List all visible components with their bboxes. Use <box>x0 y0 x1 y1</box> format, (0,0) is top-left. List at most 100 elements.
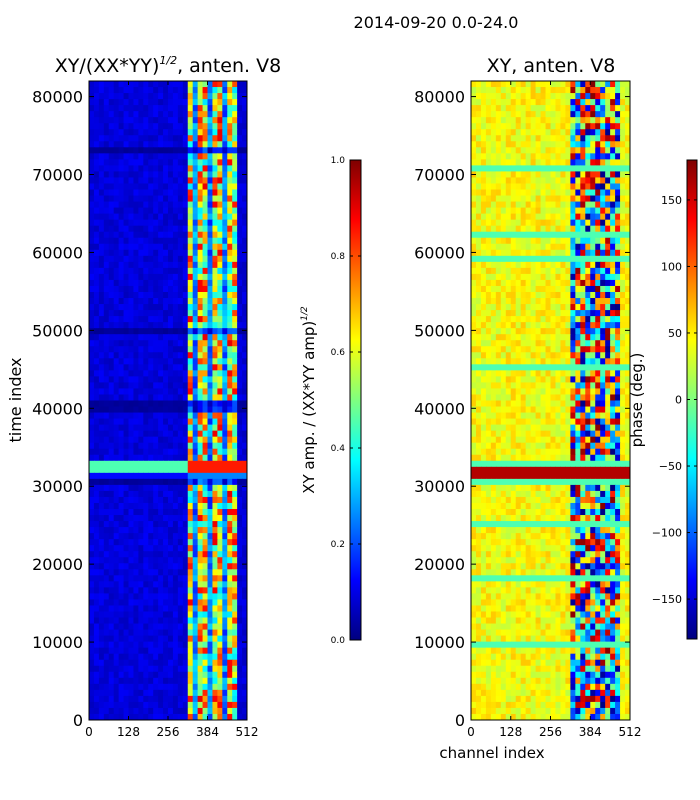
heatmap-cell <box>158 93 164 100</box>
heatmap-cell <box>207 521 214 528</box>
heatmap-cell <box>615 249 621 257</box>
heatmap-cell <box>108 653 115 661</box>
heatmap-cell <box>133 641 139 649</box>
heatmap-cell <box>123 358 130 365</box>
heatmap-cell <box>620 273 626 281</box>
heatmap-cell <box>495 322 502 329</box>
heatmap-cell <box>550 81 557 88</box>
heatmap-cell <box>242 436 247 444</box>
heatmap-cell <box>480 267 487 275</box>
heatmap-cell <box>550 291 557 299</box>
heatmap-cell <box>222 478 228 486</box>
heatmap-cell <box>535 279 542 287</box>
heatmap-cell <box>242 581 247 588</box>
heatmap-cell <box>93 255 100 263</box>
heatmap-cell <box>505 165 512 173</box>
heatmap-cell <box>153 201 159 209</box>
heatmap-cell <box>123 328 130 335</box>
heatmap-cell <box>187 502 194 510</box>
heatmap-cell <box>138 466 144 474</box>
heatmap-cell <box>113 159 120 166</box>
heatmap-cell <box>103 575 110 582</box>
heatmap-cell <box>535 304 542 311</box>
heatmap-cell <box>565 177 571 185</box>
heatmap-cell <box>163 195 169 203</box>
heatmap-cell <box>550 304 557 311</box>
heatmap-cell <box>98 400 105 408</box>
heatmap-cell <box>505 117 512 124</box>
heatmap-cell <box>148 695 154 703</box>
heatmap-cell <box>103 93 110 100</box>
heatmap-cell <box>227 129 233 136</box>
heatmap-cell <box>98 243 105 251</box>
heatmap-cell <box>177 183 184 191</box>
heatmap-cell <box>89 623 95 631</box>
heatmap-cell <box>113 436 120 444</box>
heatmap-cell <box>510 87 517 94</box>
heatmap-cell <box>93 575 100 582</box>
heatmap-cell <box>555 328 562 335</box>
heatmap-cell <box>590 177 596 185</box>
heatmap-cell <box>148 448 154 456</box>
heatmap-cell <box>143 135 149 142</box>
heatmap-cell <box>143 400 149 408</box>
heatmap-cell <box>222 659 228 667</box>
heatmap-cell <box>168 105 174 112</box>
heatmap-cell <box>237 310 243 317</box>
heatmap-cell <box>600 231 606 239</box>
heatmap-cell <box>98 267 105 275</box>
heatmap-cell <box>182 695 189 703</box>
heatmap-cell <box>525 304 532 311</box>
heatmap-cell <box>197 490 204 498</box>
heatmap-cell <box>192 207 199 215</box>
heatmap-cell <box>485 285 492 293</box>
heatmap-cell <box>158 358 164 365</box>
heatmap-cell <box>89 249 95 257</box>
heatmap-cell <box>480 93 487 100</box>
heatmap-cell <box>575 123 581 130</box>
heatmap-cell <box>103 117 110 124</box>
heatmap-cell <box>113 316 120 323</box>
heatmap-cell <box>207 340 214 347</box>
heatmap-cell <box>118 147 125 154</box>
heatmap-cell <box>217 255 223 263</box>
heatmap-cell <box>153 310 159 317</box>
heatmap-cell <box>177 334 184 341</box>
heatmap-cell <box>108 406 115 414</box>
heatmap-cell <box>555 81 562 88</box>
heatmap-cell <box>187 243 194 251</box>
heatmap-cell <box>475 87 482 94</box>
heatmap-cell <box>93 515 100 522</box>
heatmap-cell <box>242 267 247 275</box>
heatmap-cell <box>202 587 209 595</box>
heatmap-cell <box>143 352 149 359</box>
heatmap-cell <box>212 647 218 655</box>
heatmap-cell <box>138 279 144 287</box>
heatmap-cell <box>237 285 243 293</box>
heatmap-cell <box>118 635 125 643</box>
heatmap-cell <box>242 141 247 148</box>
heatmap-cell <box>202 81 209 88</box>
heatmap-cell <box>103 581 110 588</box>
heatmap-cell <box>620 346 626 353</box>
heatmap-cell <box>158 448 164 456</box>
heatmap-cell <box>530 153 537 160</box>
heatmap-cell <box>123 623 130 631</box>
heatmap-cell <box>187 587 194 595</box>
heatmap-cell <box>103 382 110 390</box>
heatmap-cell <box>177 201 184 209</box>
heatmap-cell <box>108 183 115 191</box>
heatmap-cell <box>192 93 199 100</box>
heatmap-cell <box>113 400 120 408</box>
heatmap-cell <box>153 261 159 269</box>
heatmap-cell <box>217 346 223 353</box>
heatmap-cell <box>540 273 547 281</box>
heatmap-cell <box>620 201 626 209</box>
heatmap-cell <box>113 623 120 631</box>
heatmap-cell <box>158 442 164 450</box>
heatmap-cell <box>560 340 567 347</box>
heatmap-cell <box>580 147 586 154</box>
heatmap-cell <box>505 99 512 106</box>
heatmap-cell <box>138 635 144 643</box>
heatmap-cell <box>148 201 154 209</box>
